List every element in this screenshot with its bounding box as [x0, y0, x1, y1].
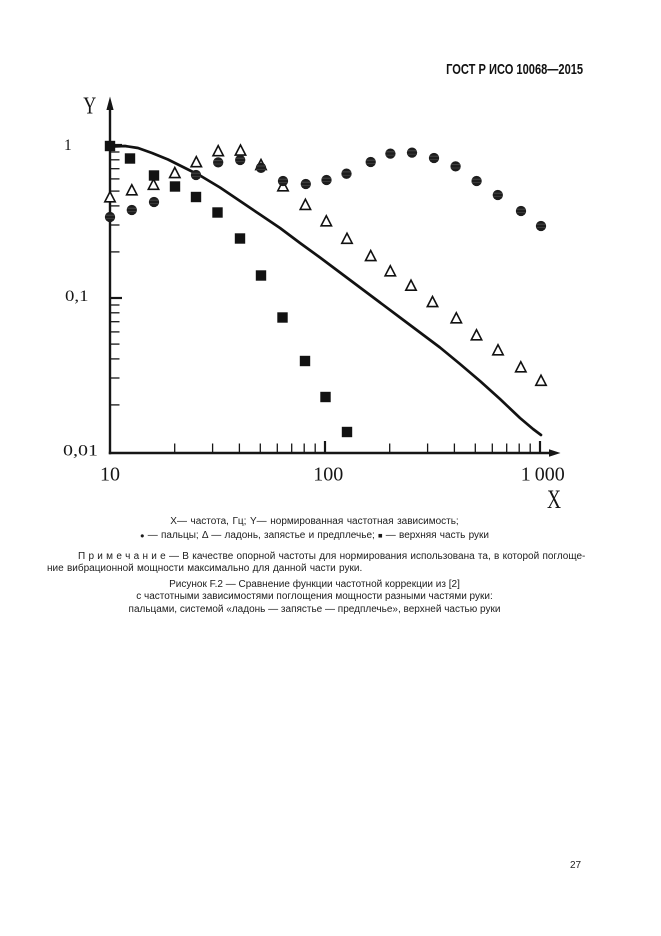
- svg-text:0,01: 0,01: [63, 443, 98, 460]
- svg-text:X: X: [547, 485, 561, 514]
- svg-text:100: 100: [313, 464, 343, 486]
- svg-text:0,1: 0,1: [65, 288, 89, 305]
- svg-text:Y: Y: [83, 93, 96, 120]
- svg-text:1: 1: [64, 137, 72, 154]
- svg-text:1 000: 1 000: [521, 464, 565, 486]
- svg-text:10: 10: [100, 464, 120, 486]
